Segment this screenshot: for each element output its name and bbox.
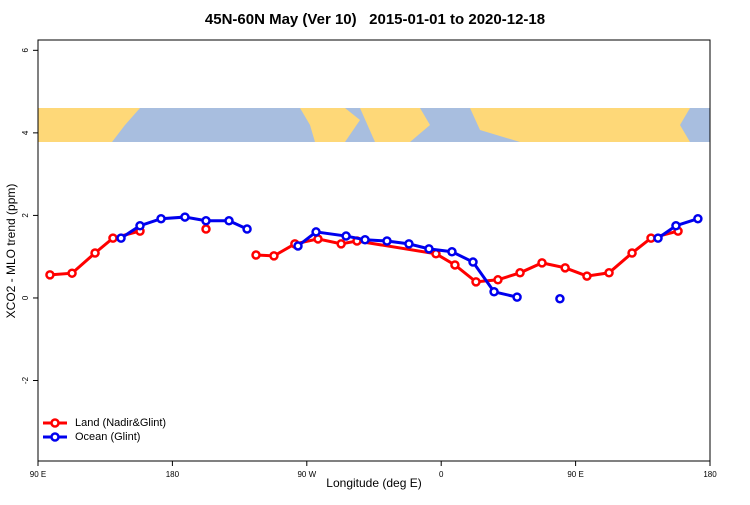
series-point	[242, 224, 252, 234]
series-point	[604, 268, 614, 278]
x-tick-label: 90 E	[567, 470, 583, 479]
map-band	[38, 108, 710, 142]
series-point	[693, 213, 703, 224]
land-region	[470, 108, 690, 142]
y-tick-label: 6	[21, 48, 30, 53]
x-tick-label: 180	[166, 470, 180, 479]
series-point	[382, 236, 392, 246]
y-tick-label: 0	[21, 295, 30, 300]
series-point	[447, 246, 457, 257]
series-point	[515, 268, 525, 278]
series-point	[512, 292, 522, 302]
series-point	[67, 268, 77, 278]
series-point	[336, 239, 346, 249]
series-point	[537, 258, 547, 268]
x-tick-label: 90 E	[30, 470, 46, 479]
series-point	[108, 233, 118, 243]
series-point	[251, 250, 261, 260]
series-point	[116, 233, 126, 243]
series-point	[201, 216, 211, 226]
series-point	[560, 263, 570, 273]
series-point	[90, 248, 100, 258]
series-point	[468, 257, 478, 267]
legend-label: Land (Nadir&Glint)	[75, 417, 166, 429]
land-region	[360, 108, 430, 142]
series-point	[671, 220, 681, 231]
series-point	[201, 224, 211, 234]
series-point	[653, 233, 663, 243]
series-point	[489, 287, 499, 297]
x-tick-label: 180	[703, 470, 717, 479]
x-axis-label: Longitude (deg E)	[326, 476, 421, 490]
series-point	[360, 235, 370, 245]
legend-marker	[50, 418, 60, 428]
series-point	[311, 227, 321, 237]
series-point	[424, 244, 434, 254]
series-point	[450, 260, 460, 270]
series-point	[555, 294, 565, 304]
y-tick-label: 4	[21, 130, 30, 135]
series-point	[404, 239, 414, 249]
series-point	[341, 231, 351, 241]
plot-frame	[37, 39, 711, 462]
chart-title: 45N-60N May (Ver 10) 2015-01-01 to 2020-…	[205, 11, 545, 28]
x-tick-label: 0	[439, 470, 444, 479]
series-point	[269, 251, 279, 261]
legend-label: Ocean (Glint)	[75, 431, 140, 443]
series-point	[627, 248, 637, 258]
legend-marker	[50, 432, 60, 442]
series-point	[493, 275, 503, 285]
series-point	[156, 213, 166, 224]
land-region	[38, 108, 108, 142]
y-axis-label: XCO2 - MLO trend (ppm)	[4, 184, 18, 319]
land-region	[300, 108, 360, 142]
y-tick-label: -2	[21, 376, 30, 384]
series-point	[180, 212, 190, 222]
land-region	[108, 108, 140, 142]
x-tick-label: 90 W	[297, 470, 316, 479]
series-point	[224, 216, 234, 226]
y-tick-label: 2	[21, 213, 30, 218]
series-point	[293, 241, 303, 251]
series-point	[45, 270, 55, 280]
series-point	[471, 277, 481, 287]
series-point	[135, 220, 145, 231]
series-point	[582, 271, 592, 281]
